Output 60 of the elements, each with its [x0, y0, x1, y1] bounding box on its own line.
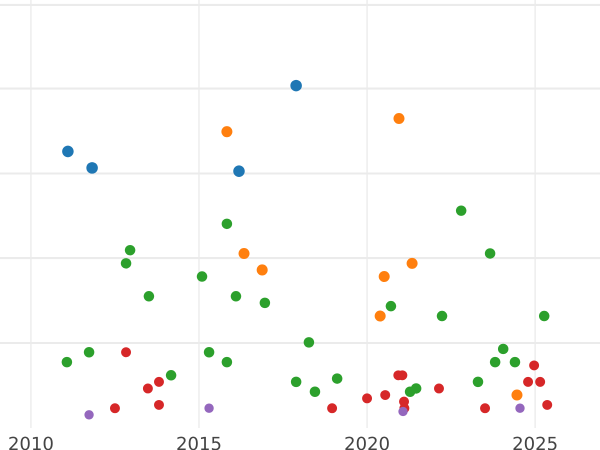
- point: [124, 244, 136, 256]
- point: [490, 356, 500, 368]
- point: [472, 376, 484, 388]
- point: [238, 248, 250, 259]
- point: [480, 403, 490, 414]
- point: [332, 373, 342, 384]
- point: [290, 80, 302, 92]
- point: [362, 393, 372, 404]
- point: [434, 383, 444, 394]
- point: [221, 126, 232, 138]
- point: [498, 344, 508, 354]
- point: [515, 404, 525, 413]
- point: [233, 165, 245, 177]
- point: [398, 406, 408, 416]
- point: [154, 376, 164, 387]
- point: [204, 346, 214, 358]
- point: [542, 400, 552, 410]
- point: [386, 300, 396, 312]
- point: [304, 337, 314, 348]
- point: [121, 347, 132, 358]
- point: [484, 248, 496, 259]
- point: [456, 205, 466, 216]
- point: [410, 383, 422, 394]
- point: [378, 271, 390, 282]
- point: [393, 112, 405, 124]
- point: [204, 404, 214, 413]
- point: [166, 370, 176, 381]
- point: [523, 376, 534, 387]
- point: [436, 310, 448, 322]
- point: [84, 410, 94, 420]
- x-tick-label: 2010: [9, 436, 53, 450]
- point: [230, 291, 242, 302]
- point: [62, 356, 72, 368]
- point: [222, 218, 232, 230]
- point: [310, 386, 320, 397]
- point: [154, 400, 164, 410]
- point: [84, 346, 94, 358]
- point: [406, 258, 418, 269]
- point: [290, 376, 302, 388]
- point: [538, 310, 550, 322]
- point: [529, 360, 540, 370]
- point: [535, 376, 546, 387]
- point: [380, 390, 390, 400]
- point: [222, 356, 232, 368]
- point: [110, 403, 120, 414]
- point: [510, 356, 520, 368]
- point: [196, 271, 208, 282]
- point: [62, 146, 74, 158]
- x-tick-label: 2025: [513, 436, 557, 450]
- point: [142, 383, 153, 394]
- point: [120, 258, 132, 269]
- x-tick-label: 2020: [345, 436, 389, 450]
- point: [374, 310, 386, 322]
- point: [144, 291, 154, 302]
- point: [256, 264, 268, 276]
- point: [260, 298, 270, 308]
- x-tick-label: 2015: [177, 436, 220, 450]
- point: [511, 390, 522, 401]
- point: [86, 162, 98, 174]
- point: [327, 403, 338, 414]
